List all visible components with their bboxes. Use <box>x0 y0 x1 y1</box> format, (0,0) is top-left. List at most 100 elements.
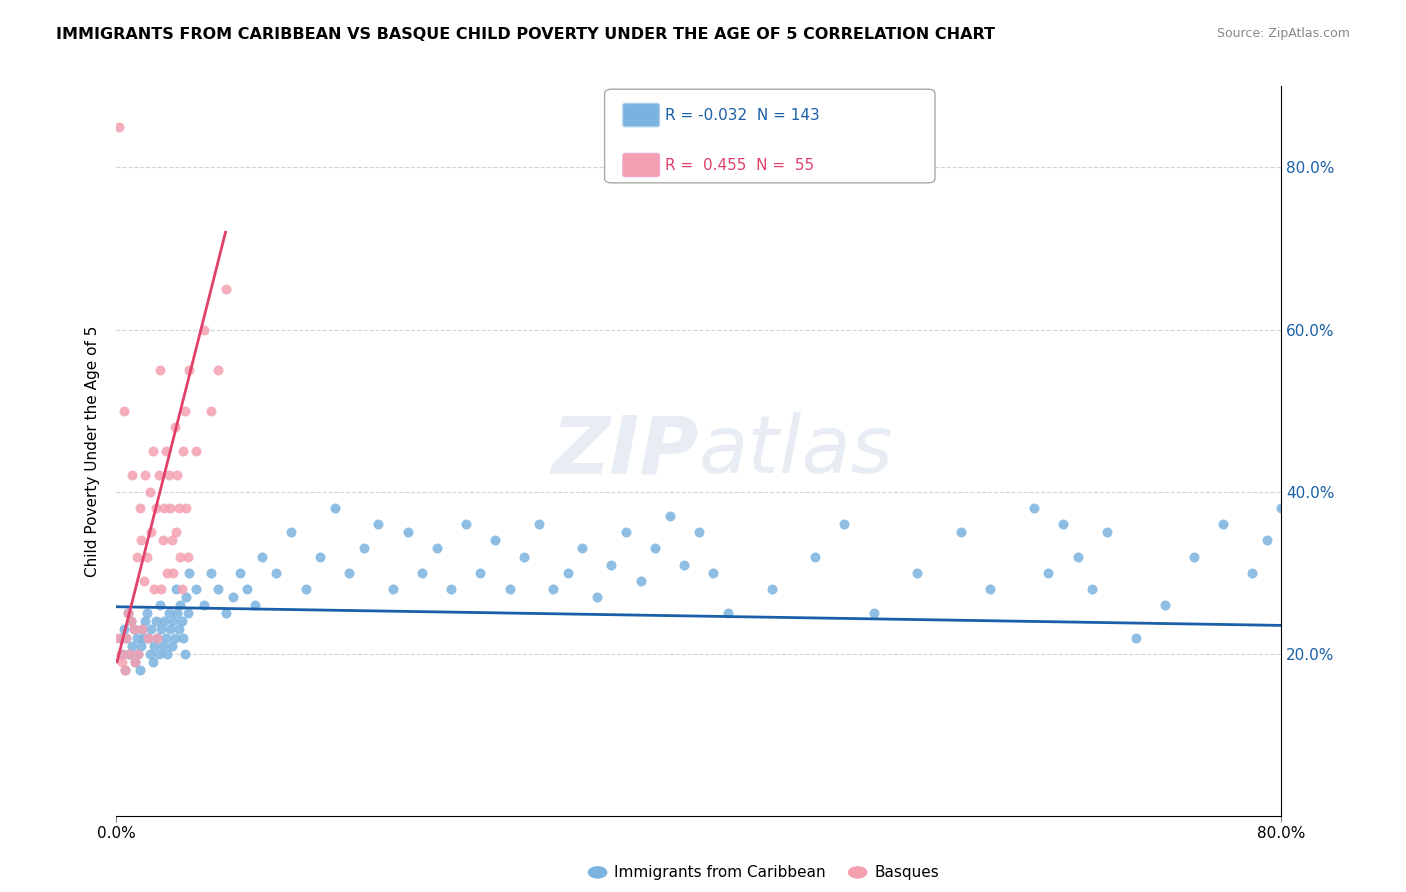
Point <box>111 655 134 669</box>
Point <box>110 647 132 661</box>
Point <box>135 607 157 621</box>
Point <box>337 566 360 580</box>
Point <box>122 623 145 637</box>
Point <box>323 500 346 515</box>
Point <box>143 582 166 596</box>
Point <box>498 582 520 596</box>
Point <box>176 607 198 621</box>
Point <box>115 631 138 645</box>
Point <box>1125 631 1147 645</box>
Point <box>229 566 252 580</box>
Point <box>214 282 236 296</box>
Point <box>139 484 162 499</box>
Point <box>280 525 302 540</box>
Point <box>1241 566 1264 580</box>
Text: Basques: Basques <box>875 865 939 880</box>
Point <box>1299 468 1322 483</box>
Point <box>143 639 166 653</box>
Point <box>117 607 139 621</box>
Point <box>173 647 195 661</box>
Point <box>150 582 173 596</box>
Point <box>586 590 609 604</box>
Point <box>1081 582 1104 596</box>
Point <box>157 607 180 621</box>
Point <box>557 566 579 580</box>
Point <box>186 444 208 458</box>
Point <box>658 508 681 523</box>
Point <box>688 525 710 540</box>
Point <box>644 541 666 556</box>
Point <box>112 623 135 637</box>
Point <box>146 631 169 645</box>
Point <box>177 566 200 580</box>
Point <box>165 525 187 540</box>
Point <box>165 582 187 596</box>
Point <box>121 639 143 653</box>
Point <box>294 582 316 596</box>
Point <box>110 631 132 645</box>
Point <box>600 558 623 572</box>
Point <box>148 468 170 483</box>
Point <box>207 582 229 596</box>
Point <box>141 623 163 637</box>
Point <box>136 631 159 645</box>
Text: R =  0.455  N =  55: R = 0.455 N = 55 <box>665 158 814 172</box>
Point <box>136 631 159 645</box>
Point <box>243 598 266 612</box>
Point <box>804 549 827 564</box>
Point <box>717 607 740 621</box>
Point <box>905 566 928 580</box>
Point <box>129 639 152 653</box>
Point <box>167 500 190 515</box>
Point <box>396 525 419 540</box>
Point <box>124 655 146 669</box>
Point <box>541 582 564 596</box>
Point <box>170 615 193 629</box>
Point <box>1212 517 1234 532</box>
Point <box>454 517 477 532</box>
Point <box>169 598 191 612</box>
Point <box>614 525 637 540</box>
Point <box>163 631 186 645</box>
Point <box>145 615 167 629</box>
Point <box>1022 500 1045 515</box>
Point <box>142 444 165 458</box>
Point <box>862 607 884 621</box>
Point <box>1343 598 1365 612</box>
Point <box>107 631 129 645</box>
Point <box>411 566 433 580</box>
Y-axis label: Child Poverty Under the Age of 5: Child Poverty Under the Age of 5 <box>86 326 100 577</box>
Text: IMMIGRANTS FROM CARIBBEAN VS BASQUE CHILD POVERTY UNDER THE AGE OF 5 CORRELATION: IMMIGRANTS FROM CARIBBEAN VS BASQUE CHIL… <box>56 27 995 42</box>
Point <box>128 663 150 677</box>
Point <box>142 655 165 669</box>
Point <box>166 468 188 483</box>
Point <box>440 582 463 596</box>
Point <box>157 468 180 483</box>
Point <box>470 566 492 580</box>
Text: atlas: atlas <box>699 412 894 490</box>
Point <box>834 517 856 532</box>
Point <box>127 647 149 661</box>
Point <box>139 647 162 661</box>
Point <box>207 363 229 377</box>
Point <box>702 566 724 580</box>
Point <box>162 615 184 629</box>
Point <box>117 607 139 621</box>
Point <box>153 500 176 515</box>
Point <box>152 639 174 653</box>
Point <box>174 590 197 604</box>
Point <box>145 500 167 515</box>
Text: ZIP: ZIP <box>551 412 699 490</box>
Point <box>155 631 177 645</box>
Point <box>353 541 375 556</box>
Point <box>127 647 149 661</box>
Point <box>108 120 131 134</box>
Point <box>949 525 972 540</box>
Point <box>120 615 142 629</box>
Point <box>513 549 536 564</box>
Point <box>155 444 177 458</box>
Point <box>141 525 163 540</box>
Point <box>125 631 148 645</box>
Point <box>160 533 183 548</box>
Point <box>1372 500 1395 515</box>
